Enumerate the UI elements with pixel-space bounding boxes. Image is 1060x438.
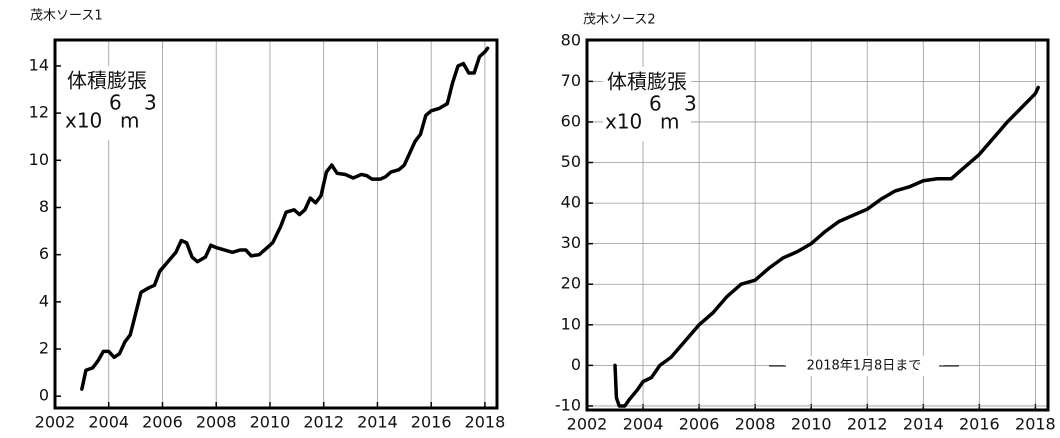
y-tick-label: 10 bbox=[29, 150, 49, 169]
x-tick-label: 2016 bbox=[959, 415, 1000, 434]
y-tick-label: 50 bbox=[561, 152, 581, 171]
plot-frame bbox=[53, 38, 499, 410]
y-tick-label: 12 bbox=[29, 103, 49, 122]
x-tick-label: 2012 bbox=[303, 413, 344, 432]
x-tick-label: 2010 bbox=[250, 413, 291, 432]
y-tick-label: 0 bbox=[39, 386, 49, 405]
chart-title: 茂木ソース2 bbox=[583, 13, 656, 28]
chart-title: 茂木ソース1 bbox=[30, 9, 103, 24]
unit-base: m bbox=[120, 109, 139, 133]
unit-exponent: 6 bbox=[109, 91, 122, 115]
x-tick-label: 2008 bbox=[196, 413, 237, 432]
x-tick-label: 2010 bbox=[791, 415, 832, 434]
y-tick-label: -10 bbox=[555, 395, 581, 414]
x-tick-label: 2004 bbox=[623, 415, 664, 434]
x-tick-label: 2014 bbox=[357, 413, 398, 432]
annotation-bg bbox=[63, 66, 151, 140]
y-tick-label: 20 bbox=[561, 274, 581, 293]
note-bg bbox=[784, 356, 944, 376]
x-tick-label: 2002 bbox=[35, 413, 76, 432]
y-tick-label: 40 bbox=[561, 193, 581, 212]
plot-frame bbox=[585, 38, 1050, 412]
x-tick-label: 2012 bbox=[847, 415, 888, 434]
y-tick-label: 10 bbox=[561, 314, 581, 333]
data-line bbox=[613, 85, 1040, 408]
x-tick-label: 2018 bbox=[465, 413, 506, 432]
annotation: 体積膨張 bbox=[67, 69, 147, 93]
x-tick-label: 2006 bbox=[679, 415, 720, 434]
y-tick-label: 30 bbox=[561, 233, 581, 252]
x-tick-label: 2018 bbox=[1015, 415, 1056, 434]
x-tick-label: 2014 bbox=[903, 415, 944, 434]
unit-base: x10 bbox=[65, 109, 102, 133]
unit-exponent: 3 bbox=[144, 91, 157, 115]
y-tick-label: 0 bbox=[571, 355, 581, 374]
x-tick-label: 2004 bbox=[88, 413, 129, 432]
x-tick-label: 2016 bbox=[411, 413, 452, 432]
unit-exponent: 3 bbox=[684, 92, 697, 116]
annotation: 体積膨張 bbox=[607, 70, 687, 94]
data-line bbox=[80, 46, 490, 391]
annotation-bg bbox=[603, 67, 691, 141]
unit-base: x10 bbox=[605, 110, 642, 134]
note: 2018年1月8日まで bbox=[807, 359, 922, 374]
y-tick-label: 6 bbox=[39, 244, 49, 263]
y-tick-label: 14 bbox=[29, 55, 49, 74]
unit-base: m bbox=[660, 110, 679, 134]
y-tick-label: 70 bbox=[561, 71, 581, 90]
unit-exponent: 6 bbox=[649, 92, 662, 116]
x-tick-label: 2006 bbox=[142, 413, 183, 432]
x-tick-label: 2002 bbox=[567, 415, 608, 434]
y-tick-label: 60 bbox=[561, 111, 581, 130]
y-tick-label: 4 bbox=[39, 291, 49, 310]
y-tick-label: 8 bbox=[39, 197, 49, 216]
y-tick-label: 2 bbox=[39, 339, 49, 358]
y-tick-label: 80 bbox=[561, 30, 581, 49]
x-tick-label: 2008 bbox=[735, 415, 776, 434]
